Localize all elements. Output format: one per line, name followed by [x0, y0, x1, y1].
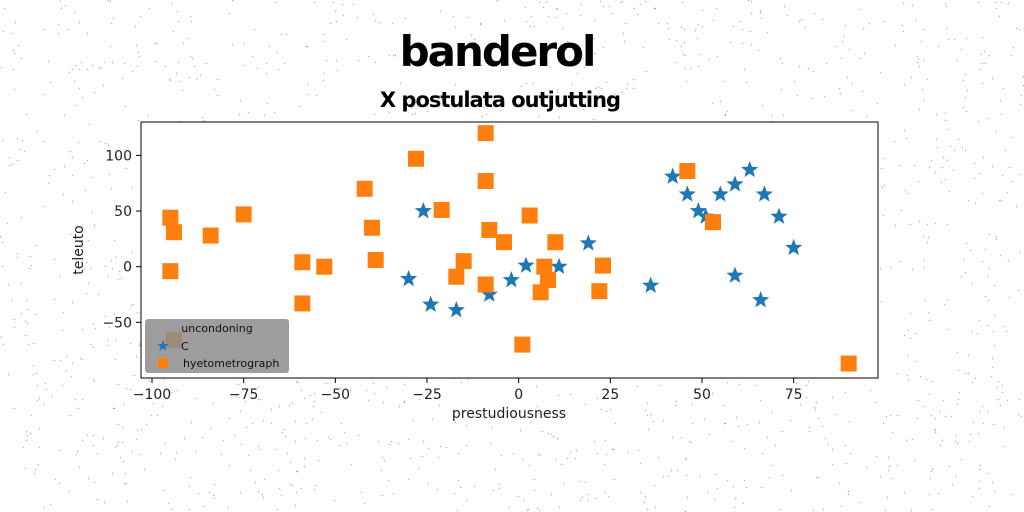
legend-box: [145, 319, 289, 373]
data-point-C: [400, 269, 418, 287]
data-point-C: [414, 202, 432, 219]
data-point-hyetometrograph: [595, 257, 611, 274]
data-point-C: [770, 207, 788, 224]
x-axis-label: prestudiousness: [452, 406, 566, 422]
x-axis: −100 −75 −50 −25 0 25 50 75: [133, 378, 803, 403]
data-point-C: [785, 238, 803, 256]
data-point-hyetometrograph: [705, 214, 721, 231]
x-tick-label: −75: [229, 387, 259, 403]
data-point-hyetometrograph: [521, 207, 538, 224]
data-point-C: [752, 291, 770, 308]
data-point-C: [664, 167, 682, 184]
data-point-C: [726, 266, 744, 283]
data-point-hyetometrograph: [364, 219, 380, 236]
data-point-hyetometrograph: [408, 150, 424, 167]
data-point-hyetometrograph: [514, 336, 531, 353]
x-tick-label: 50: [693, 387, 711, 403]
legend-entry-label: hyetometrograph: [183, 357, 279, 370]
y-tick-label: 0: [123, 260, 132, 276]
data-point-hyetometrograph: [235, 206, 252, 223]
y-axis-label: teleuto: [71, 225, 87, 275]
data-point-C: [517, 256, 535, 273]
data-point-hyetometrograph: [540, 272, 556, 289]
data-point-C: [689, 202, 707, 219]
y-tick-label: −50: [102, 315, 132, 331]
x-tick-label: 25: [601, 387, 619, 403]
legend-entry-label: C: [181, 340, 189, 353]
data-point-hyetometrograph: [448, 268, 465, 285]
data-point-hyetometrograph: [477, 172, 494, 189]
data-point-hyetometrograph: [166, 224, 182, 241]
data-point-C: [711, 185, 729, 202]
y-tick-label: 50: [114, 204, 132, 220]
data-point-hyetometrograph: [202, 227, 219, 244]
x-tick-label: 75: [785, 387, 803, 403]
chart-subtitle: X postulata outjutting: [380, 88, 620, 112]
data-point-hyetometrograph: [356, 180, 373, 197]
chart-title: banderol: [400, 27, 595, 76]
data-point-C: [755, 185, 773, 202]
x-tick-label: −50: [321, 387, 351, 403]
data-point-C: [741, 160, 759, 178]
data-point-C: [157, 340, 169, 351]
x-tick-label: 0: [514, 387, 523, 403]
data-point-hyetometrograph: [481, 221, 498, 238]
legend-title: uncondoning: [181, 322, 252, 335]
data-point-hyetometrograph: [455, 253, 472, 270]
y-tick-label: 100: [105, 148, 132, 164]
data-point-C: [447, 301, 465, 318]
data-point-C: [678, 185, 696, 202]
data-point-hyetometrograph: [536, 258, 553, 275]
data-point-C: [480, 285, 498, 302]
data-points: [162, 125, 857, 372]
data-point-C: [502, 271, 520, 288]
x-tick-label: −100: [133, 387, 171, 403]
data-point-hyetometrograph: [477, 125, 494, 142]
data-point-hyetometrograph: [316, 258, 333, 275]
data-point-C: [550, 257, 568, 274]
data-point-hyetometrograph: [679, 162, 696, 179]
data-point-hyetometrograph: [591, 283, 608, 300]
data-point-hyetometrograph: [158, 358, 168, 368]
data-point-hyetometrograph: [294, 295, 311, 312]
data-point-hyetometrograph: [840, 355, 857, 372]
x-tick-label: −25: [412, 387, 442, 403]
data-point-hyetometrograph: [532, 284, 549, 301]
data-point-hyetometrograph: [547, 234, 564, 251]
data-point-hyetometrograph: [433, 201, 450, 218]
y-axis: −50 0 50 100: [102, 148, 141, 331]
data-point-hyetometrograph: [367, 252, 384, 269]
data-point-hyetometrograph: [162, 263, 179, 280]
data-point-C: [579, 234, 597, 251]
data-point-C: [726, 175, 744, 192]
data-point-hyetometrograph: [294, 254, 311, 271]
data-point-C: [422, 295, 440, 312]
data-point-hyetometrograph: [162, 209, 179, 226]
data-point-C: [642, 276, 660, 293]
data-point-hyetometrograph: [477, 276, 494, 293]
data-point-hyetometrograph: [496, 234, 512, 251]
